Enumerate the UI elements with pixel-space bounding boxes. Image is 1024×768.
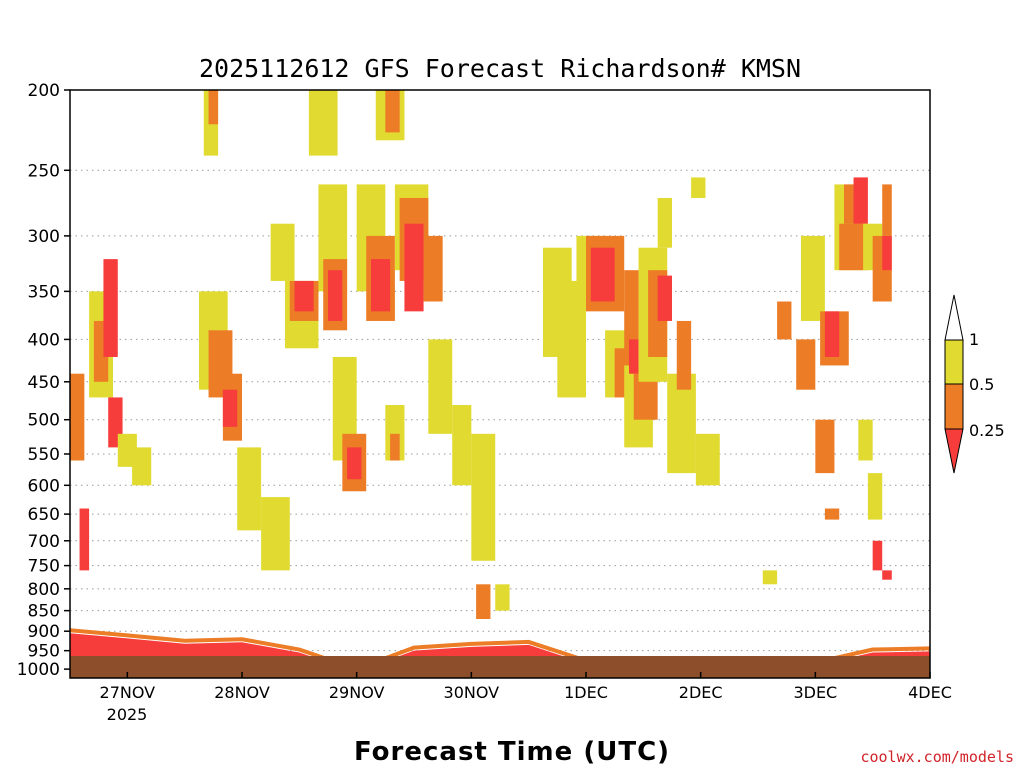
x-tick-label: 4DEC (908, 683, 952, 702)
y-tick-label: 800 (28, 580, 60, 600)
y-tick-label: 250 (28, 161, 60, 181)
ri-cell (390, 433, 400, 461)
ri-cell (222, 389, 238, 427)
ri-cell (882, 235, 892, 271)
legend-label: 0.5 (969, 375, 994, 394)
ri-cell (824, 508, 840, 520)
ri-cell (590, 247, 615, 302)
ri-cell (796, 339, 816, 390)
ri-cell (657, 197, 672, 248)
x-axis: 27NOV 28NOV 29NOV 30NOV 1DEC 2DEC 3DEC 4DEC (100, 672, 952, 702)
y-tick-label: 750 (28, 557, 60, 577)
x-tick-label: 29NOV (329, 683, 385, 702)
ri-cell (261, 497, 290, 571)
legend-swatch (944, 383, 964, 430)
credit-text: coolwx.com/models (860, 748, 1014, 766)
ri-cell (867, 473, 883, 520)
ri-cell (308, 90, 338, 156)
ri-cell (208, 90, 219, 125)
plot-frame (69, 89, 931, 679)
ri-cell (815, 419, 835, 474)
ri-cell (385, 90, 400, 133)
ri-cell (676, 320, 692, 390)
x-tick-label: 3DEC (793, 683, 837, 702)
ri-cell (495, 584, 510, 611)
ri-cell (667, 373, 696, 474)
y-tick-label: 500 (28, 411, 60, 431)
ri-cell (428, 339, 453, 434)
ri-cell (270, 223, 295, 281)
legend-label: 0.25 (969, 421, 1005, 440)
y-tick-label: 950 (28, 642, 60, 662)
ri-cell (691, 177, 706, 198)
ri-cell (371, 259, 391, 312)
x-tick-label: 2DEC (679, 683, 723, 702)
ri-cell (471, 433, 496, 561)
ri-cell (294, 280, 314, 312)
y-tick-label: 300 (28, 227, 60, 247)
ri-cell (633, 373, 658, 420)
ri-cell (762, 570, 778, 585)
y-tick-label: 1000 (17, 660, 60, 680)
ri-cell (476, 584, 491, 620)
y-tick-label: 650 (28, 505, 60, 525)
legend-swatch (944, 339, 964, 385)
x-tick-label: 27NOV (100, 683, 156, 702)
ri-cell (695, 433, 720, 486)
x-tick-label: 1DEC (564, 683, 608, 702)
ri-cell (629, 339, 639, 374)
x-tick-label: 30NOV (444, 683, 500, 702)
ri-cell (79, 508, 90, 571)
ri-cell (801, 235, 825, 321)
ri-cell (624, 270, 639, 357)
ri-cell (657, 275, 672, 321)
ground-band (70, 656, 930, 678)
y-tick-label: 550 (28, 445, 60, 465)
ri-cell (237, 447, 262, 531)
y-tick-label: 900 (28, 622, 60, 642)
ri-cell (853, 177, 868, 224)
ri-cell (347, 447, 362, 480)
ri-cell (858, 419, 873, 461)
y-tick-label: 350 (28, 282, 60, 302)
ri-cell (824, 311, 840, 357)
x-axis-title: Forecast Time (UTC) (354, 737, 670, 767)
data-regions (70, 90, 892, 620)
ri-cell (872, 540, 883, 571)
ri-cell (882, 570, 892, 580)
x-tick-label: 28NOV (214, 683, 270, 702)
y-axis: 200 250 300 350 400 450 500 550 600 650 700 750 8008… (17, 81, 70, 680)
y-tick-label: 600 (28, 476, 60, 496)
y-tick-label: 450 (28, 373, 60, 393)
ri-cell (132, 447, 152, 486)
y-tick-label: 850 (28, 602, 60, 622)
ri-cell (404, 223, 424, 312)
legend-top-triangle (944, 294, 964, 341)
ri-cell (328, 270, 343, 321)
y-tick-label: 700 (28, 532, 60, 552)
legend-label: 1 (969, 330, 979, 349)
legend-bottom-triangle (944, 428, 964, 474)
chart-title: 2025112612 GFS Forecast Richardson# KMSN (199, 54, 801, 83)
ri-cell (452, 405, 472, 486)
ri-cell (103, 259, 118, 357)
x-year-label: 2025 (107, 705, 148, 724)
ri-cell (423, 235, 443, 302)
ri-cell (882, 184, 892, 236)
y-tick-label: 400 (28, 330, 60, 350)
color-legend: 1 0.5 0.25 (944, 294, 1005, 474)
ri-cell (777, 301, 792, 340)
ri-cell (70, 373, 85, 461)
y-tick-label: 200 (28, 81, 60, 101)
